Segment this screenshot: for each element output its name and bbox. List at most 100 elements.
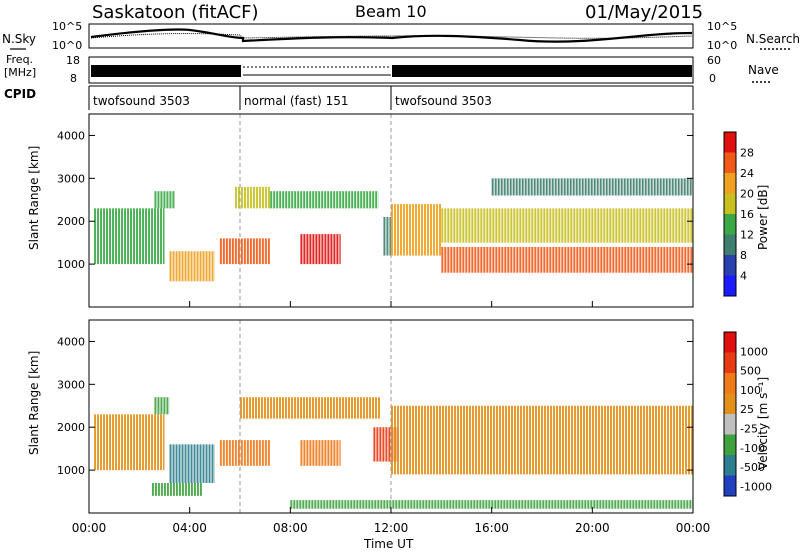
- data-stripe: [633, 246, 636, 273]
- data-stripe: [246, 440, 249, 466]
- data-stripe: [563, 178, 566, 196]
- data-stripe: [255, 186, 258, 209]
- data-stripe: [679, 405, 681, 475]
- noise-right-tick-bottom: 10^0: [707, 39, 737, 52]
- data-stripe: [659, 178, 662, 196]
- x-tick-label: 16:00: [474, 521, 509, 535]
- data-stripe: [264, 186, 267, 209]
- data-stripe: [690, 208, 693, 243]
- data-stripe: [330, 191, 333, 209]
- data-stripe: [540, 208, 543, 243]
- data-stripe: [496, 405, 498, 475]
- data-stripe: [520, 405, 522, 475]
- data-stripe: [163, 397, 166, 415]
- data-stripe: [225, 440, 228, 466]
- colorbar-tick-label: 500: [740, 365, 761, 378]
- data-stripe: [169, 482, 172, 496]
- colorbar-tick-label: 8: [740, 249, 747, 262]
- data-stripe: [383, 216, 386, 256]
- data-stripe: [299, 500, 302, 509]
- data-stripe: [537, 246, 540, 273]
- data-stripe: [543, 208, 546, 243]
- data-stripe: [658, 405, 660, 475]
- data-stripe: [258, 440, 261, 466]
- data-stripe: [549, 246, 552, 273]
- data-stripe: [306, 397, 308, 419]
- data-stripe: [276, 397, 278, 419]
- data-stripe: [383, 500, 386, 509]
- colorbar-tick-label: -25: [740, 422, 758, 435]
- data-stripe: [551, 178, 554, 196]
- data-stripe: [556, 405, 558, 475]
- data-stripe: [237, 186, 240, 209]
- data-stripe: [178, 444, 181, 483]
- data-stripe: [602, 178, 605, 196]
- data-stripe: [626, 500, 629, 509]
- data-stripe: [623, 500, 626, 509]
- data-stripe: [533, 178, 536, 196]
- velocity-panel: [94, 320, 693, 513]
- data-stripe: [454, 405, 456, 475]
- data-stripe: [624, 208, 627, 243]
- data-stripe: [193, 444, 196, 483]
- data-stripe: [464, 500, 467, 509]
- colorbar-tick-label: -500: [740, 461, 765, 474]
- data-stripe: [447, 208, 450, 243]
- velocity-y-ticks: 4000 3000 2000 1000: [57, 335, 693, 477]
- data-stripe: [485, 500, 488, 509]
- data-stripe: [564, 246, 567, 273]
- colorbar-tick-label: 4: [740, 270, 747, 283]
- data-stripe: [629, 500, 632, 509]
- data-stripe: [181, 444, 184, 483]
- data-stripe: [651, 208, 654, 243]
- data-stripe: [166, 397, 169, 415]
- data-stripe: [504, 246, 507, 273]
- data-stripe: [587, 178, 590, 196]
- data-stripe: [228, 238, 231, 265]
- data-stripe: [475, 405, 477, 475]
- data-stripe: [525, 208, 528, 243]
- freq-label-line1: Freq.: [6, 53, 33, 66]
- data-stripe: [664, 405, 666, 475]
- data-stripe: [446, 500, 449, 509]
- data-stripe: [373, 427, 376, 462]
- data-stripe: [663, 246, 666, 273]
- data-stripe: [184, 251, 187, 282]
- data-stripe: [303, 191, 306, 209]
- data-stripe: [594, 246, 597, 273]
- data-stripe: [169, 251, 172, 282]
- data-stripe: [375, 191, 378, 209]
- data-stripe: [264, 238, 267, 265]
- data-stripe: [375, 397, 377, 419]
- data-stripe: [677, 178, 680, 196]
- data-stripe: [354, 191, 357, 209]
- data-stripe: [665, 178, 668, 196]
- data-stripe: [338, 500, 341, 509]
- data-stripe: [644, 178, 647, 196]
- data-stripe: [521, 500, 524, 509]
- nsky-curve: [90, 28, 693, 43]
- data-stripe: [279, 191, 282, 209]
- data-stripe: [430, 204, 432, 256]
- data-stripe: [641, 500, 644, 509]
- data-stripe: [225, 238, 228, 265]
- data-stripe: [341, 500, 344, 509]
- data-stripe: [339, 397, 341, 419]
- data-stripe: [587, 500, 590, 509]
- data-stripe: [184, 444, 187, 483]
- data-stripe: [632, 500, 635, 509]
- data-stripe: [376, 427, 379, 462]
- data-stripe: [365, 500, 368, 509]
- data-stripe: [537, 208, 540, 243]
- data-stripe: [519, 246, 522, 273]
- data-stripe: [665, 500, 668, 509]
- data-stripe: [348, 397, 350, 419]
- data-stripe: [522, 208, 525, 243]
- data-stripe: [267, 440, 270, 466]
- nave-right-tick-top: 60: [707, 54, 721, 67]
- colorbar-swatch: [724, 373, 736, 394]
- data-stripe: [172, 444, 175, 483]
- data-stripe: [434, 500, 437, 509]
- data-stripe: [371, 500, 374, 509]
- data-stripe: [335, 500, 338, 509]
